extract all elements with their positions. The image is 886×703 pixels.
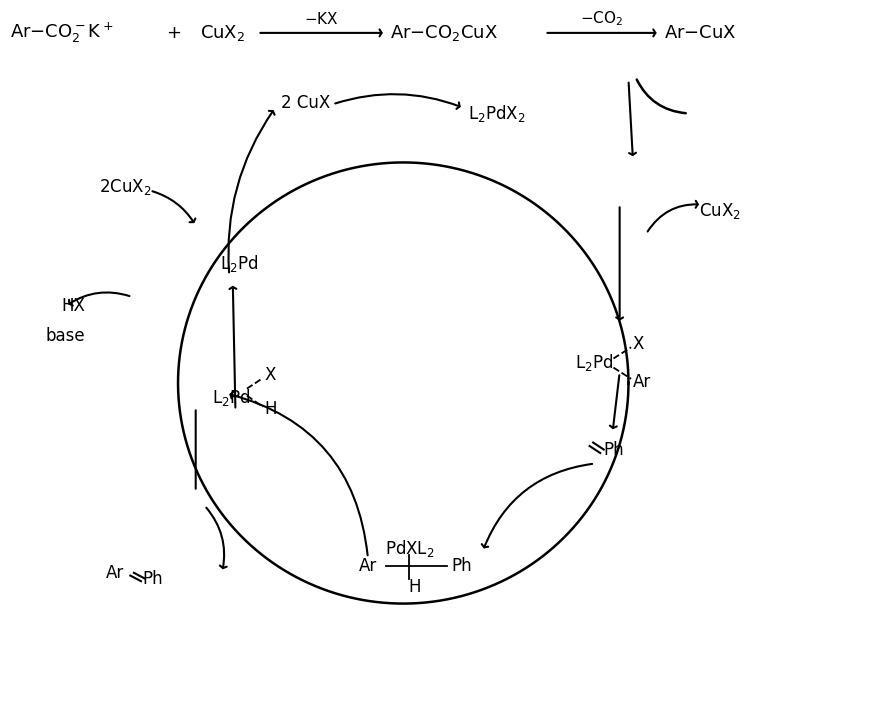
Text: Ph: Ph <box>603 441 625 458</box>
Text: base: base <box>46 327 85 345</box>
Text: HX: HX <box>61 297 85 315</box>
Text: L$_2$Pd: L$_2$Pd <box>221 254 259 274</box>
Text: $-$CO$_2$: $-$CO$_2$ <box>580 10 624 28</box>
Text: Ar: Ar <box>633 373 651 391</box>
Text: L$_2$Pd: L$_2$Pd <box>576 352 614 373</box>
Text: CuX$_2$: CuX$_2$ <box>200 23 245 43</box>
Text: $+$: $+$ <box>166 24 181 42</box>
Text: $-$KX: $-$KX <box>304 11 338 27</box>
Text: L$_2$PdX$_2$: L$_2$PdX$_2$ <box>468 103 525 124</box>
Text: X: X <box>633 335 644 354</box>
Text: PdXL$_2$: PdXL$_2$ <box>385 538 435 560</box>
Text: 2 CuX: 2 CuX <box>282 94 330 112</box>
Text: Ph: Ph <box>452 557 472 576</box>
Text: Ar: Ar <box>105 565 124 583</box>
Text: CuX$_2$: CuX$_2$ <box>699 202 741 221</box>
Text: Ph: Ph <box>143 570 163 588</box>
Text: H: H <box>408 579 421 596</box>
Text: X: X <box>265 366 276 385</box>
Text: Ar$-$CO$_2$CuX: Ar$-$CO$_2$CuX <box>390 23 498 43</box>
Text: Ar$-$CO$_2^-$K$^+$: Ar$-$CO$_2^-$K$^+$ <box>11 21 113 45</box>
Text: Ar$-$CuX: Ar$-$CuX <box>664 24 736 42</box>
Text: 2CuX$_2$: 2CuX$_2$ <box>99 177 152 197</box>
Text: H: H <box>265 400 277 418</box>
Text: L$_2$Pd: L$_2$Pd <box>212 387 250 408</box>
Text: Ar: Ar <box>359 557 377 576</box>
